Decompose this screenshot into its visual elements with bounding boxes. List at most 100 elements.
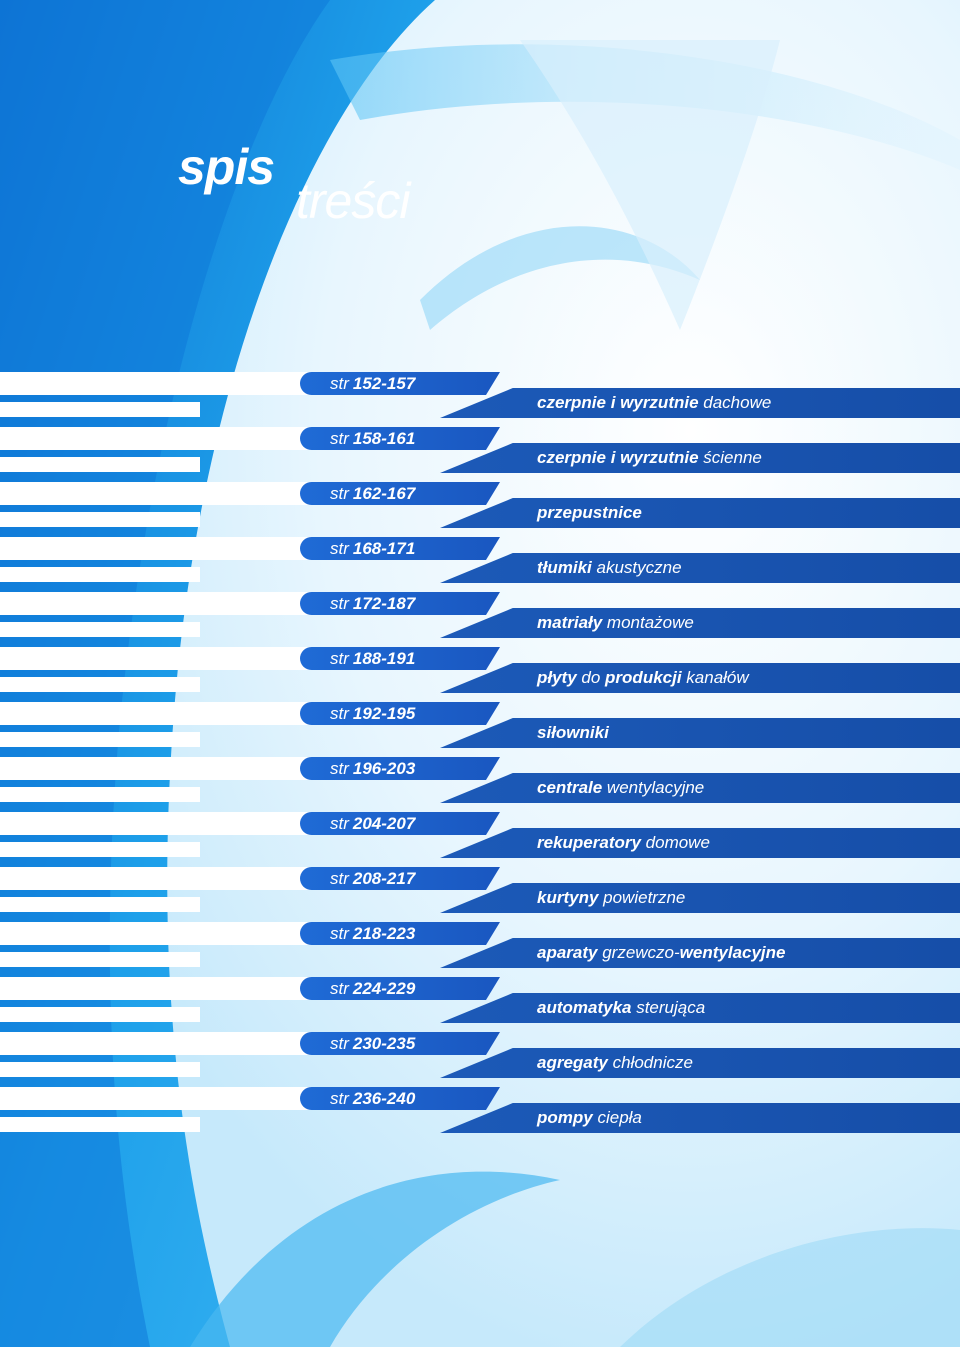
category-label[interactable]: pompy ciepła bbox=[537, 1106, 642, 1130]
category-bold-part: kurtyny bbox=[537, 888, 599, 907]
toc-entry[interactable]: str 152-157 czerpnie i wyrzutnie dachowe bbox=[0, 372, 960, 418]
page-range-label: str 230-235 bbox=[330, 1033, 415, 1054]
category-label[interactable]: aparaty grzewczo-wentylacyjne bbox=[537, 941, 786, 965]
category-light-part: wentylacyjne bbox=[602, 778, 705, 797]
stripe-lower bbox=[0, 732, 200, 747]
toc-entry[interactable]: str 236-240 pompy ciepła bbox=[0, 1087, 960, 1133]
page-range-pill bbox=[300, 372, 500, 395]
page-prefix: str bbox=[330, 814, 349, 833]
stripe-lower bbox=[0, 512, 200, 527]
toc-entry[interactable]: str 168-171 tłumiki akustyczne bbox=[0, 537, 960, 583]
toc-entry[interactable]: str 196-203 centrale wentylacyjne bbox=[0, 757, 960, 803]
category-label[interactable]: tłumiki akustyczne bbox=[537, 556, 682, 580]
page-range-label: str 158-161 bbox=[330, 428, 415, 449]
category-light-part: akustyczne bbox=[591, 558, 682, 577]
category-label[interactable]: czerpnie i wyrzutnie ścienne bbox=[537, 446, 762, 470]
category-light-part: grzewczo- bbox=[597, 943, 680, 962]
toc-entry[interactable]: str 224-229 automatyka sterująca bbox=[0, 977, 960, 1023]
category-bold-part: przepustnice bbox=[537, 503, 642, 522]
category-bar bbox=[440, 718, 960, 748]
category-label[interactable]: kurtyny powietrzne bbox=[537, 886, 685, 910]
category-light-part: sterująca bbox=[631, 998, 706, 1017]
toc-entry[interactable]: str 218-223 aparaty grzewczo-wentylacyjne bbox=[0, 922, 960, 968]
page-range-label: str 152-157 bbox=[330, 373, 415, 394]
category-bold-part: produkcji bbox=[605, 668, 682, 687]
category-bold-part: aparaty bbox=[537, 943, 598, 962]
page-range-label: str 236-240 bbox=[330, 1088, 415, 1109]
stripe-lower bbox=[0, 1117, 200, 1132]
category-bar bbox=[440, 938, 960, 968]
stripe-lower bbox=[0, 897, 200, 912]
category-label[interactable]: przepustnice bbox=[537, 501, 642, 525]
page-prefix: str bbox=[330, 649, 349, 668]
page-prefix: str bbox=[330, 484, 349, 503]
category-bold-part: rekuperatory bbox=[537, 833, 641, 852]
category-light-part: do bbox=[576, 668, 606, 687]
stripe-lower bbox=[0, 1062, 200, 1077]
page-range-label: str 188-191 bbox=[330, 648, 415, 669]
page-range-pill bbox=[300, 812, 500, 835]
page-range-label: str 208-217 bbox=[330, 868, 415, 889]
page-range: 192-195 bbox=[352, 704, 416, 723]
page-range-pill bbox=[300, 867, 500, 890]
page-range-label: str 162-167 bbox=[330, 483, 415, 504]
page-range-pill bbox=[300, 647, 500, 670]
toc-entry[interactable]: str 208-217 kurtyny powietrzne bbox=[0, 867, 960, 913]
category-bold-part: wentylacyjne bbox=[679, 943, 786, 962]
category-bar bbox=[440, 498, 960, 528]
page-prefix: str bbox=[330, 979, 349, 998]
page-prefix: str bbox=[330, 374, 349, 393]
category-label[interactable]: płyty do produkcji kanałów bbox=[537, 666, 749, 690]
category-light-part: ciepła bbox=[592, 1108, 642, 1127]
title-light-word: treści bbox=[296, 173, 410, 229]
toc-entry[interactable]: str 192-195 siłowniki bbox=[0, 702, 960, 748]
category-bold-part: tłumiki bbox=[537, 558, 592, 577]
toc-entry[interactable]: str 162-167 przepustnice bbox=[0, 482, 960, 528]
category-bar bbox=[440, 608, 960, 638]
category-light-part: ścienne bbox=[698, 448, 762, 467]
page-range-pill bbox=[300, 537, 500, 560]
stripe-lower bbox=[0, 677, 200, 692]
category-label[interactable]: siłowniki bbox=[537, 721, 609, 745]
page-prefix: str bbox=[330, 594, 349, 613]
toc-entry[interactable]: str 172-187 matriały montażowe bbox=[0, 592, 960, 638]
category-bold-part: pompy bbox=[537, 1108, 593, 1127]
page-range-label: str 168-171 bbox=[330, 538, 415, 559]
page-prefix: str bbox=[330, 1089, 349, 1108]
category-label[interactable]: matriały montażowe bbox=[537, 611, 694, 635]
category-label[interactable]: czerpnie i wyrzutnie dachowe bbox=[537, 391, 771, 415]
category-bar bbox=[440, 553, 960, 583]
category-light-part: kanałów bbox=[681, 668, 749, 687]
category-bar bbox=[440, 883, 960, 913]
toc-entry[interactable]: str 158-161 czerpnie i wyrzutnie ścienne bbox=[0, 427, 960, 473]
category-label[interactable]: centrale wentylacyjne bbox=[537, 776, 704, 800]
category-bar bbox=[440, 1103, 960, 1133]
toc-entry[interactable]: str 204-207 rekuperatory domowe bbox=[0, 812, 960, 858]
page-range: 162-167 bbox=[352, 484, 416, 503]
page-range: 224-229 bbox=[352, 979, 416, 998]
page-range: 236-240 bbox=[352, 1089, 416, 1108]
page-range-pill bbox=[300, 592, 500, 615]
stripe-lower bbox=[0, 567, 200, 582]
category-bold-part: agregaty bbox=[537, 1053, 608, 1072]
category-label[interactable]: rekuperatory domowe bbox=[537, 831, 710, 855]
category-label[interactable]: agregaty chłodnicze bbox=[537, 1051, 693, 1075]
page-range: 172-187 bbox=[352, 594, 416, 613]
page-range-pill bbox=[300, 977, 500, 1000]
stripe-lower bbox=[0, 622, 200, 637]
stripe-lower bbox=[0, 842, 200, 857]
page-range-pill bbox=[300, 482, 500, 505]
category-bar bbox=[440, 993, 960, 1023]
toc-entry[interactable]: str 230-235 agregaty chłodnicze bbox=[0, 1032, 960, 1078]
stripe-lower bbox=[0, 402, 200, 417]
category-bold-part: czerpnie i wyrzutnie bbox=[537, 393, 699, 412]
category-bold-part: matriały bbox=[537, 613, 603, 632]
page-range-pill bbox=[300, 757, 500, 780]
stripe-lower bbox=[0, 457, 200, 472]
page-range-label: str 218-223 bbox=[330, 923, 415, 944]
toc-entry[interactable]: str 188-191 płyty do produkcji kanałów bbox=[0, 647, 960, 693]
category-label[interactable]: automatyka sterująca bbox=[537, 996, 705, 1020]
page-range: 158-161 bbox=[352, 429, 416, 448]
category-bold-part: centrale bbox=[537, 778, 603, 797]
category-bar bbox=[440, 388, 960, 418]
